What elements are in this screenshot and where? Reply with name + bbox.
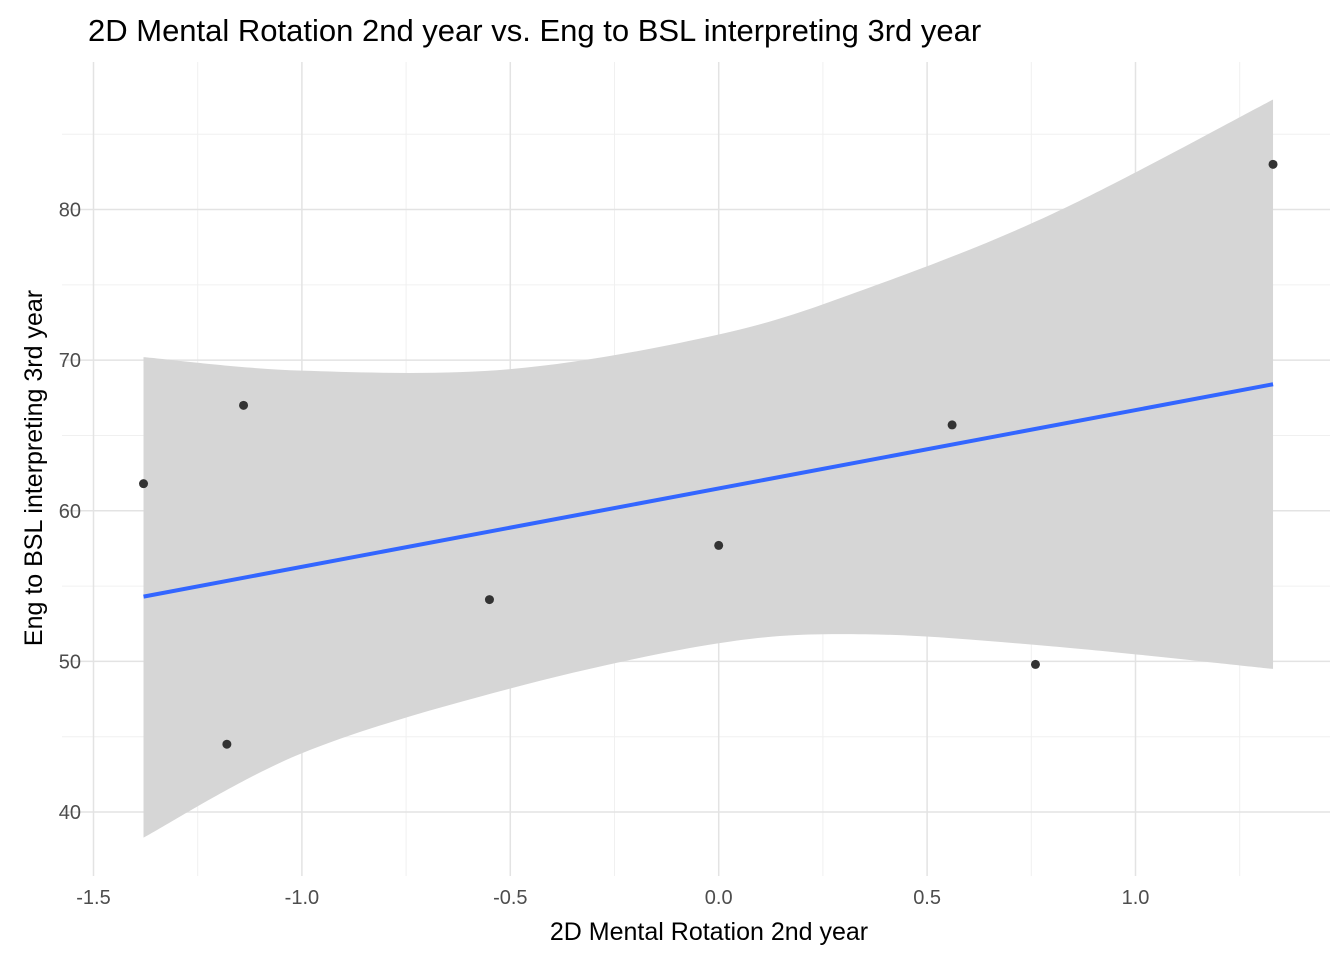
y-tick-label: 50: [59, 651, 81, 673]
y-axis-title: Eng to BSL interpreting 3rd year: [20, 290, 48, 646]
confidence-band: [143, 99, 1274, 838]
data-point: [947, 420, 957, 430]
x-tick-label: 0.5: [913, 887, 941, 909]
chart-title: 2D Mental Rotation 2nd year vs. Eng to B…: [88, 13, 981, 48]
confidence-band-layer: [143, 99, 1274, 838]
regression-line: [143, 382, 1274, 599]
y-tick-label: 60: [59, 501, 81, 523]
x-axis-tick-labels: -1.5 -1.0 -0.5 0.0 0.5 1.0: [76, 887, 1149, 909]
data-point: [222, 739, 232, 749]
fit-line-layer: [143, 382, 1274, 599]
data-point: [484, 595, 494, 605]
x-tick-label: -0.5: [493, 887, 527, 909]
x-tick-label: -1.0: [285, 887, 319, 909]
data-point: [139, 479, 149, 489]
y-axis-tick-labels: 40 50 60 70 80: [59, 200, 81, 825]
data-point: [1268, 159, 1278, 169]
x-tick-label: 1.0: [1122, 887, 1150, 909]
x-axis-title: 2D Mental Rotation 2nd year: [550, 918, 868, 946]
data-point: [239, 400, 249, 410]
data-point: [1030, 659, 1040, 669]
x-tick-label: -1.5: [76, 887, 110, 909]
y-tick-label: 40: [59, 802, 81, 824]
x-tick-label: 0.0: [705, 887, 733, 909]
data-points-layer: [139, 159, 1278, 749]
data-point: [714, 540, 724, 550]
y-tick-label: 70: [59, 350, 81, 372]
y-tick-label: 80: [59, 200, 81, 222]
